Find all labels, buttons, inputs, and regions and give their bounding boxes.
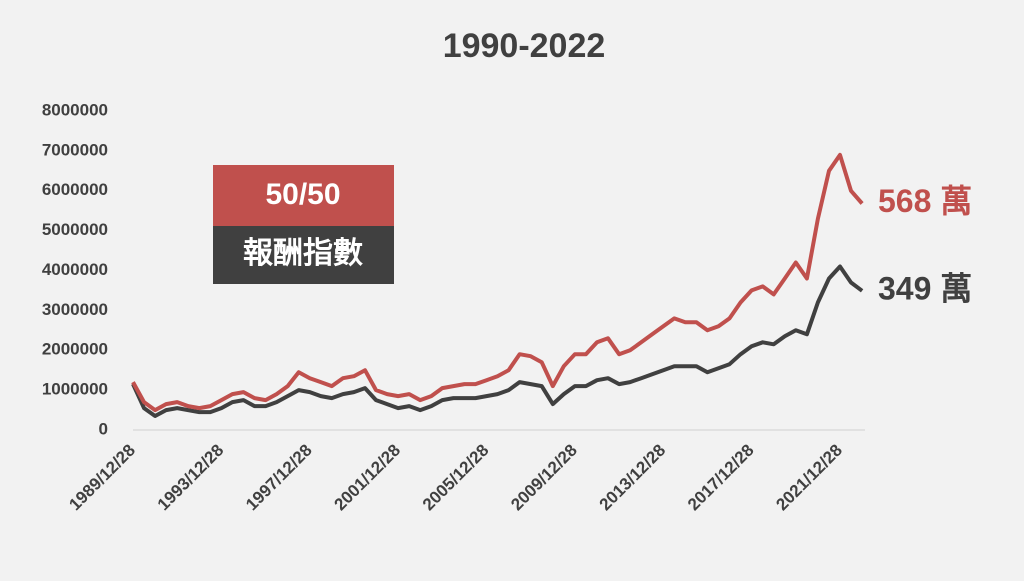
y-tick-label: 2000000	[42, 340, 108, 359]
series-line	[131, 152, 864, 413]
y-tick-label: 0	[99, 419, 108, 438]
x-tick-label: 1993/12/28	[154, 441, 228, 515]
series-line	[131, 264, 864, 418]
y-tick-label: 5000000	[42, 220, 108, 239]
y-tick-label: 6000000	[42, 180, 108, 199]
x-tick-label: 2021/12/28	[772, 441, 846, 515]
y-tick-label: 8000000	[42, 100, 108, 119]
box-bottom-label: 報酬指數	[243, 237, 363, 270]
y-tick-label: 3000000	[42, 300, 108, 319]
y-tick-label: 4000000	[42, 260, 108, 279]
box-top	[213, 165, 394, 226]
x-tick-label: 2005/12/28	[419, 441, 493, 515]
chart-title: 1990-2022	[443, 27, 606, 65]
box-top-label: 50/50	[265, 178, 340, 211]
end-label: 568 萬	[878, 183, 972, 219]
x-tick-label: 2017/12/28	[684, 441, 758, 515]
box-bottom	[213, 226, 394, 284]
x-tick-label: 1997/12/28	[242, 441, 316, 515]
x-tick-label: 2013/12/28	[596, 441, 670, 515]
y-tick-label: 7000000	[42, 140, 108, 159]
y-tick-label: 1000000	[42, 380, 108, 399]
x-tick-label: 2001/12/28	[331, 441, 405, 515]
x-tick-label: 1989/12/28	[65, 441, 139, 515]
x-tick-label: 2009/12/28	[507, 441, 581, 515]
end-label: 349 萬	[878, 270, 972, 306]
